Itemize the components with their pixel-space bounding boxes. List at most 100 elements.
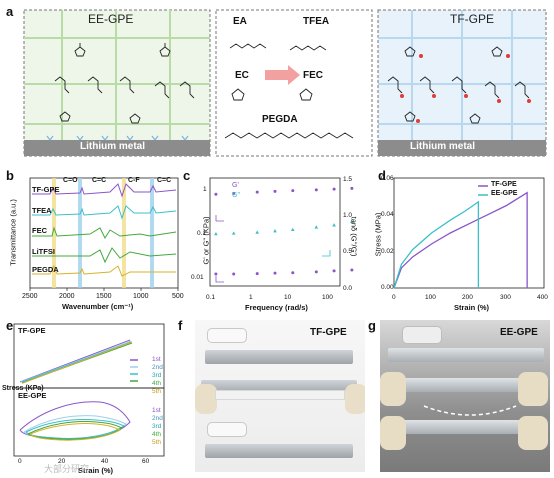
- c-ylabel: G' or G'' (KPa): [201, 216, 211, 265]
- c-ytick-1: 0.01: [191, 274, 204, 281]
- panel-label-b: b: [6, 168, 14, 183]
- e-bottom-frame: [13, 387, 165, 457]
- f-ruler-1: [205, 350, 353, 364]
- d-ytick-2: 0.02: [381, 248, 394, 255]
- b-x-ticks: [29, 288, 179, 291]
- c-legend-g2: G'': [232, 192, 241, 199]
- e-ylabel-horizontal: Stress (KPa): [2, 385, 44, 392]
- c-axis-arrows: [215, 215, 331, 283]
- panel-label-g: g: [368, 318, 376, 333]
- g-glove-left: [380, 372, 406, 406]
- panel-c-rheology: [209, 177, 354, 287]
- c-axes-frame: [209, 177, 341, 287]
- d-xtick-5: 400: [537, 294, 548, 301]
- e-xtick-3: 40: [101, 458, 109, 465]
- d-xtick-4: 300: [500, 294, 511, 301]
- d-axes-frame: [393, 177, 545, 289]
- watermark: 大部分研究: [44, 464, 90, 474]
- c-xtick-4: 100: [322, 294, 333, 301]
- e-xlabel: Strain (%): [78, 466, 114, 475]
- b-annot-cf: C-F: [128, 177, 140, 184]
- panel-label-c: c: [183, 168, 191, 183]
- e-legend-3: 3rd: [152, 372, 162, 379]
- e-top-loops: [19, 339, 133, 384]
- c-y2tick-2: 0.5: [343, 248, 353, 255]
- b-series-label-4: LiTFSI: [32, 247, 55, 256]
- f-ruler-3: [205, 444, 353, 458]
- c-point-3-6: [314, 270, 318, 274]
- c-point-2-8: [350, 219, 354, 223]
- c-point-2-2: [231, 231, 236, 235]
- b-xtick-1: 2500: [22, 293, 38, 300]
- label-ea: EA: [233, 16, 247, 27]
- b-series-label-1: TF-GPE: [32, 185, 60, 194]
- photo-f: [195, 320, 365, 472]
- panel-a-schematic: [23, 9, 547, 157]
- spectrum-tfea: [32, 205, 177, 220]
- c-point-1-5: [291, 189, 295, 193]
- c-point-1-1: [214, 192, 218, 196]
- c-point-1-3: [255, 190, 259, 194]
- panel-label-f: f: [178, 318, 183, 333]
- d-legend-ee: EE-GPE: [491, 190, 518, 197]
- panel-label-a: a: [6, 4, 14, 19]
- c-xtick-1: 0.1: [206, 294, 216, 301]
- panel-d-stress-strain: [393, 177, 545, 289]
- d-legend-tf: TF-GPE: [491, 181, 517, 188]
- c-point-2-4: [273, 229, 277, 233]
- e-legend-swatches-top: [130, 359, 138, 382]
- f-sample-bottom: [207, 422, 247, 437]
- label-fec: FEC: [303, 70, 323, 81]
- e-legend-5: 5th: [152, 388, 162, 395]
- cf3-markers: [400, 54, 531, 123]
- e-xtick-1: 0: [18, 458, 22, 465]
- spectrum-tf-gpe: [32, 183, 177, 198]
- c-xtick-3: 10: [284, 294, 292, 301]
- e-legend-2: 2nd: [152, 364, 163, 371]
- c-point-1-8: [350, 186, 354, 190]
- tf-lithium-label: Lithium metal: [410, 141, 476, 152]
- reaction-box: [215, 9, 373, 157]
- e-legend-b5: 5th: [152, 439, 162, 446]
- c-point-3-3: [255, 272, 259, 276]
- b-xlabel: Wavenumber (cm⁻¹): [62, 302, 134, 311]
- c-point-3-1: [214, 272, 218, 276]
- tf-molecules: [387, 46, 530, 124]
- g-label: EE-GPE: [500, 327, 538, 338]
- g-glove-right-2: [518, 416, 548, 450]
- tf-gpe-title: TF-GPE: [450, 12, 494, 26]
- d-xlabel: Strain (%): [454, 303, 490, 312]
- e-xtick-4: 60: [142, 458, 150, 465]
- c-ytick-2: 0.1: [197, 230, 207, 237]
- g-ruler-1: [388, 348, 544, 362]
- e-bottom-label: EE-GPE: [18, 391, 47, 400]
- c-y2label: tanδ (G''/G'): [349, 216, 359, 257]
- c-point-2-3: [255, 230, 260, 234]
- c-y2tick-3: 1.0: [343, 212, 353, 219]
- e-legend-b4: 4th: [152, 431, 162, 438]
- c-point-1-4: [273, 189, 277, 193]
- c-point-1-6: [314, 188, 318, 192]
- g-glove-right: [518, 372, 548, 406]
- c-point-2-1: [214, 231, 218, 236]
- band-co: [52, 178, 56, 288]
- e-legend-4: 4th: [152, 380, 162, 387]
- band-cc2: [150, 178, 154, 288]
- f-glove-right: [345, 384, 365, 414]
- d-ytick-4: 0.06: [381, 175, 394, 182]
- spectrum-fec: [32, 226, 177, 240]
- panel-label-d: d: [378, 168, 386, 183]
- c-point-1-7: [332, 187, 336, 191]
- e-legend-b3: 3rd: [152, 423, 162, 430]
- f-glove-left: [195, 384, 217, 414]
- d-series-tf-gpe: [393, 191, 528, 289]
- ee-gpe-title: EE-GPE: [88, 12, 134, 26]
- band-cc: [78, 178, 82, 288]
- c-point-2-6: [314, 225, 319, 229]
- c-point-1-2: [232, 191, 236, 195]
- ee-lithium-bar: [24, 140, 210, 156]
- c-y2tick-1: 0.0: [343, 285, 353, 292]
- c-ytick-3: 1: [203, 186, 207, 193]
- b-annot-cc: C=C: [92, 177, 107, 184]
- g-break-indicator: [423, 405, 517, 416]
